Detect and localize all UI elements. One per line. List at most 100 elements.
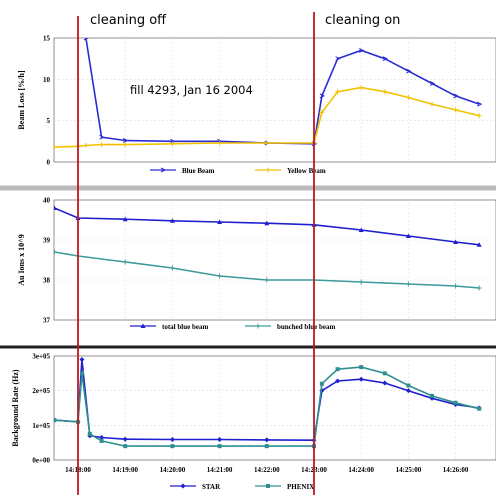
data-point	[170, 444, 175, 449]
data-point	[217, 219, 223, 224]
legend-item: STAR	[170, 483, 221, 491]
data-point	[476, 242, 482, 247]
data-point	[169, 218, 175, 223]
data-point	[358, 279, 364, 285]
data-point	[54, 249, 57, 255]
legend: total blue beam bunched blue beam	[130, 323, 336, 331]
data-point	[405, 233, 411, 238]
y-tick-label: 39	[43, 237, 51, 245]
series-total-blue-beam	[54, 205, 482, 247]
data-point	[358, 376, 364, 382]
legend-label: Yellow Beam	[287, 167, 326, 175]
data-point	[83, 38, 89, 41]
data-point	[255, 323, 261, 329]
y-tick-label: 0e+00	[32, 457, 50, 465]
y-axis-label: Beam Loss [%/h]	[17, 70, 26, 129]
data-point	[122, 259, 128, 265]
data-point	[99, 142, 105, 148]
series-line	[85, 38, 480, 145]
x-tick-label: 14:26:00	[443, 466, 469, 474]
data-point	[335, 56, 341, 62]
data-point	[358, 85, 364, 91]
data-point	[382, 56, 388, 62]
data-point	[99, 438, 104, 443]
data-point	[217, 140, 223, 146]
data-point	[264, 220, 270, 226]
annotation-cleaning-on: cleaning on	[325, 13, 400, 28]
grid-lines	[54, 356, 496, 460]
x-tick-label: 14:22:00	[254, 466, 280, 474]
data-point	[453, 239, 459, 244]
y-tick-label: 38	[43, 277, 51, 285]
data-point	[406, 68, 412, 74]
data-point	[265, 167, 271, 173]
plot-area	[53, 355, 496, 461]
data-point	[335, 89, 341, 95]
legend-item: total blue beam	[130, 323, 208, 331]
x-tick-label: 14:20:00	[160, 466, 186, 474]
y-tick-label: 5	[47, 117, 51, 125]
data-point	[217, 444, 222, 449]
data-point	[476, 101, 483, 107]
data-point	[140, 323, 146, 328]
data-point	[429, 81, 436, 86]
data-point	[453, 93, 459, 99]
data-point	[87, 432, 92, 436]
y-tick-label: 2e+05	[32, 387, 50, 395]
data-point	[382, 371, 387, 376]
data-point	[382, 89, 388, 95]
legend-item: bunched blue beam	[245, 323, 336, 331]
y-tick-label: 10	[43, 76, 51, 84]
y-tick-label: 1e+05	[32, 422, 50, 430]
legend-label: total blue beam	[162, 323, 208, 331]
legend-label: Blue Beam	[182, 167, 215, 175]
data-point	[79, 356, 85, 362]
data-point	[477, 406, 482, 411]
au-ions-panel: Au Ions x 10^9 37 38 39 40 total blue beam b…	[17, 197, 496, 331]
data-point	[264, 140, 270, 146]
y-tick-label: 3e+05	[32, 353, 50, 361]
series-lines	[54, 205, 482, 291]
data-point	[453, 107, 459, 113]
data-point	[359, 365, 364, 370]
data-point	[169, 437, 175, 443]
data-point	[358, 227, 364, 232]
data-point	[266, 484, 270, 488]
data-point	[180, 483, 186, 489]
data-point	[170, 138, 176, 144]
data-point	[319, 381, 324, 386]
data-point	[429, 101, 435, 107]
data-point	[99, 134, 105, 140]
data-point	[99, 434, 105, 440]
legend: Blue Beam Yellow Beam	[150, 167, 326, 175]
data-point	[319, 93, 325, 99]
data-point	[476, 285, 482, 291]
data-point	[430, 393, 434, 398]
data-point	[358, 47, 365, 53]
data-point	[169, 265, 175, 271]
annotation-cleaning-off: cleaning off	[90, 13, 167, 28]
legend-item: Blue Beam	[150, 167, 215, 175]
x-tick-labels: 14:18:0014:19:0014:20:0014:21:0014:22:00…	[65, 466, 469, 474]
y-tick-label: 37	[43, 317, 51, 325]
legend-label: bunched blue beam	[277, 323, 336, 331]
plot-area	[53, 199, 496, 321]
data-point	[123, 444, 128, 449]
data-point	[264, 277, 270, 283]
data-point	[83, 142, 89, 148]
data-point	[217, 437, 223, 443]
legend-label: STAR	[202, 483, 221, 491]
data-point	[405, 388, 411, 394]
data-point	[79, 371, 84, 376]
data-point	[54, 418, 57, 423]
y-tick-label: 15	[43, 35, 51, 43]
legend-item: PHENIX	[255, 483, 314, 491]
data-point	[122, 216, 128, 222]
data-point	[122, 142, 128, 148]
y-axis-label: Au Ions x 10^9	[17, 234, 26, 286]
x-tick-label: 14:25:00	[396, 466, 422, 474]
data-point	[264, 444, 269, 449]
data-point	[122, 436, 128, 442]
data-point	[382, 380, 388, 386]
